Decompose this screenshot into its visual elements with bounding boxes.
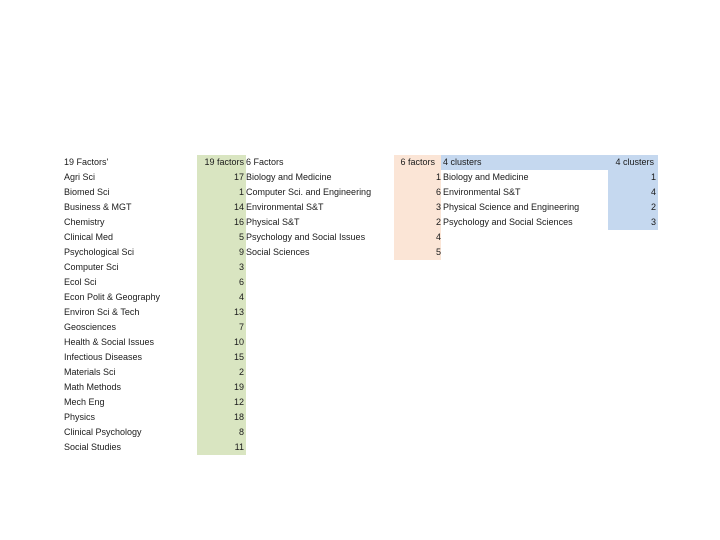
table19-row-label: Biomed Sci <box>64 187 110 197</box>
table19-row-num: 7 <box>238 322 244 332</box>
table4-row-num: 2 <box>650 202 656 212</box>
table4-header-label: 4 clusters <box>443 157 482 167</box>
table19-row-num: 9 <box>238 247 244 257</box>
table4-row-num: 4 <box>650 187 656 197</box>
table19-row-num: 1 <box>238 187 244 197</box>
table6-header-label: 6 Factors <box>246 157 284 167</box>
table6-row-label: Physical S&T <box>246 217 300 227</box>
table19-header-label: 19 Factors' <box>64 157 109 167</box>
table6-row-num: 2 <box>435 217 441 227</box>
green-column-fill <box>197 155 246 455</box>
table4-header-num: 4 clusters <box>615 157 654 167</box>
table19-row-num: 14 <box>233 202 244 212</box>
table6-row-label: Computer Sci. and Engineering <box>246 187 372 197</box>
table6-row-num: 4 <box>435 232 441 242</box>
table19-row-num: 5 <box>238 232 244 242</box>
table19-row-label: Econ Polit & Geography <box>64 292 161 302</box>
table19-row-num: 18 <box>233 412 244 422</box>
peach-column-fill <box>394 155 441 260</box>
table19-row-label: Ecol Sci <box>64 277 97 287</box>
table19-row-num: 11 <box>234 442 244 452</box>
table4-row-num: 1 <box>650 172 656 182</box>
table6-row-num: 5 <box>435 247 441 257</box>
table19-row-label: Clinical Med <box>64 232 114 242</box>
table19-row-label: Geosciences <box>64 322 117 332</box>
table4-row-label: Psychology and Social Sciences <box>443 217 573 227</box>
table19-row-label: Social Studies <box>64 442 122 452</box>
blue-column-fill <box>608 155 658 230</box>
table19-row-label: Agri Sci <box>64 172 96 182</box>
table19-row-num: 10 <box>233 337 244 347</box>
table19-row-label: Math Methods <box>64 382 122 392</box>
table19-row-num: 4 <box>238 292 244 302</box>
table19-row-label: Infectious Diseases <box>64 352 143 362</box>
table6-row-label: Biology and Medicine <box>246 172 332 182</box>
table19-row-num: 3 <box>238 262 244 272</box>
table19-row-num: 13 <box>233 307 244 317</box>
table19-header-num: 19 factors <box>204 157 244 167</box>
table19-row-label: Chemistry <box>64 217 105 227</box>
table19-row-label: Health & Social Issues <box>64 337 155 347</box>
table19-row-num: 2 <box>238 367 244 377</box>
table6-row-num: 6 <box>435 187 441 197</box>
table4-row-num: 3 <box>650 217 656 227</box>
table19-row-label: Business & MGT <box>64 202 132 212</box>
table19-row-label: Environ Sci & Tech <box>64 307 140 317</box>
table19-row-label: Mech Eng <box>64 397 105 407</box>
table19-row-label: Materials Sci <box>64 367 116 377</box>
table19-row-num: 19 <box>233 382 244 392</box>
table6-row-label: Environmental S&T <box>246 202 324 212</box>
blue-header-fill <box>441 155 658 170</box>
table19-row-label: Clinical Psychology <box>64 427 142 437</box>
table6-header-num: 6 factors <box>400 157 435 167</box>
table19-row-num: 12 <box>233 397 244 407</box>
table4-row-label: Environmental S&T <box>443 187 521 197</box>
table19-row-num: 15 <box>233 352 244 362</box>
table19-row-num: 6 <box>238 277 244 287</box>
table19-row-num: 16 <box>233 217 244 227</box>
table6-row-num: 1 <box>435 172 441 182</box>
table6-row-label: Psychology and Social Issues <box>246 232 366 242</box>
table4-row-label: Biology and Medicine <box>443 172 529 182</box>
table19-row-label: Physics <box>64 412 96 422</box>
table4-row-label: Physical Science and Engineering <box>443 202 580 212</box>
table19-row-num: 8 <box>238 427 244 437</box>
table19-row-label: Psychological Sci <box>64 247 135 257</box>
table19-row-num: 17 <box>233 172 244 182</box>
table19-row-label: Computer Sci <box>64 262 119 272</box>
table6-row-label: Social Sciences <box>246 247 310 257</box>
table6-row-num: 3 <box>435 202 441 212</box>
